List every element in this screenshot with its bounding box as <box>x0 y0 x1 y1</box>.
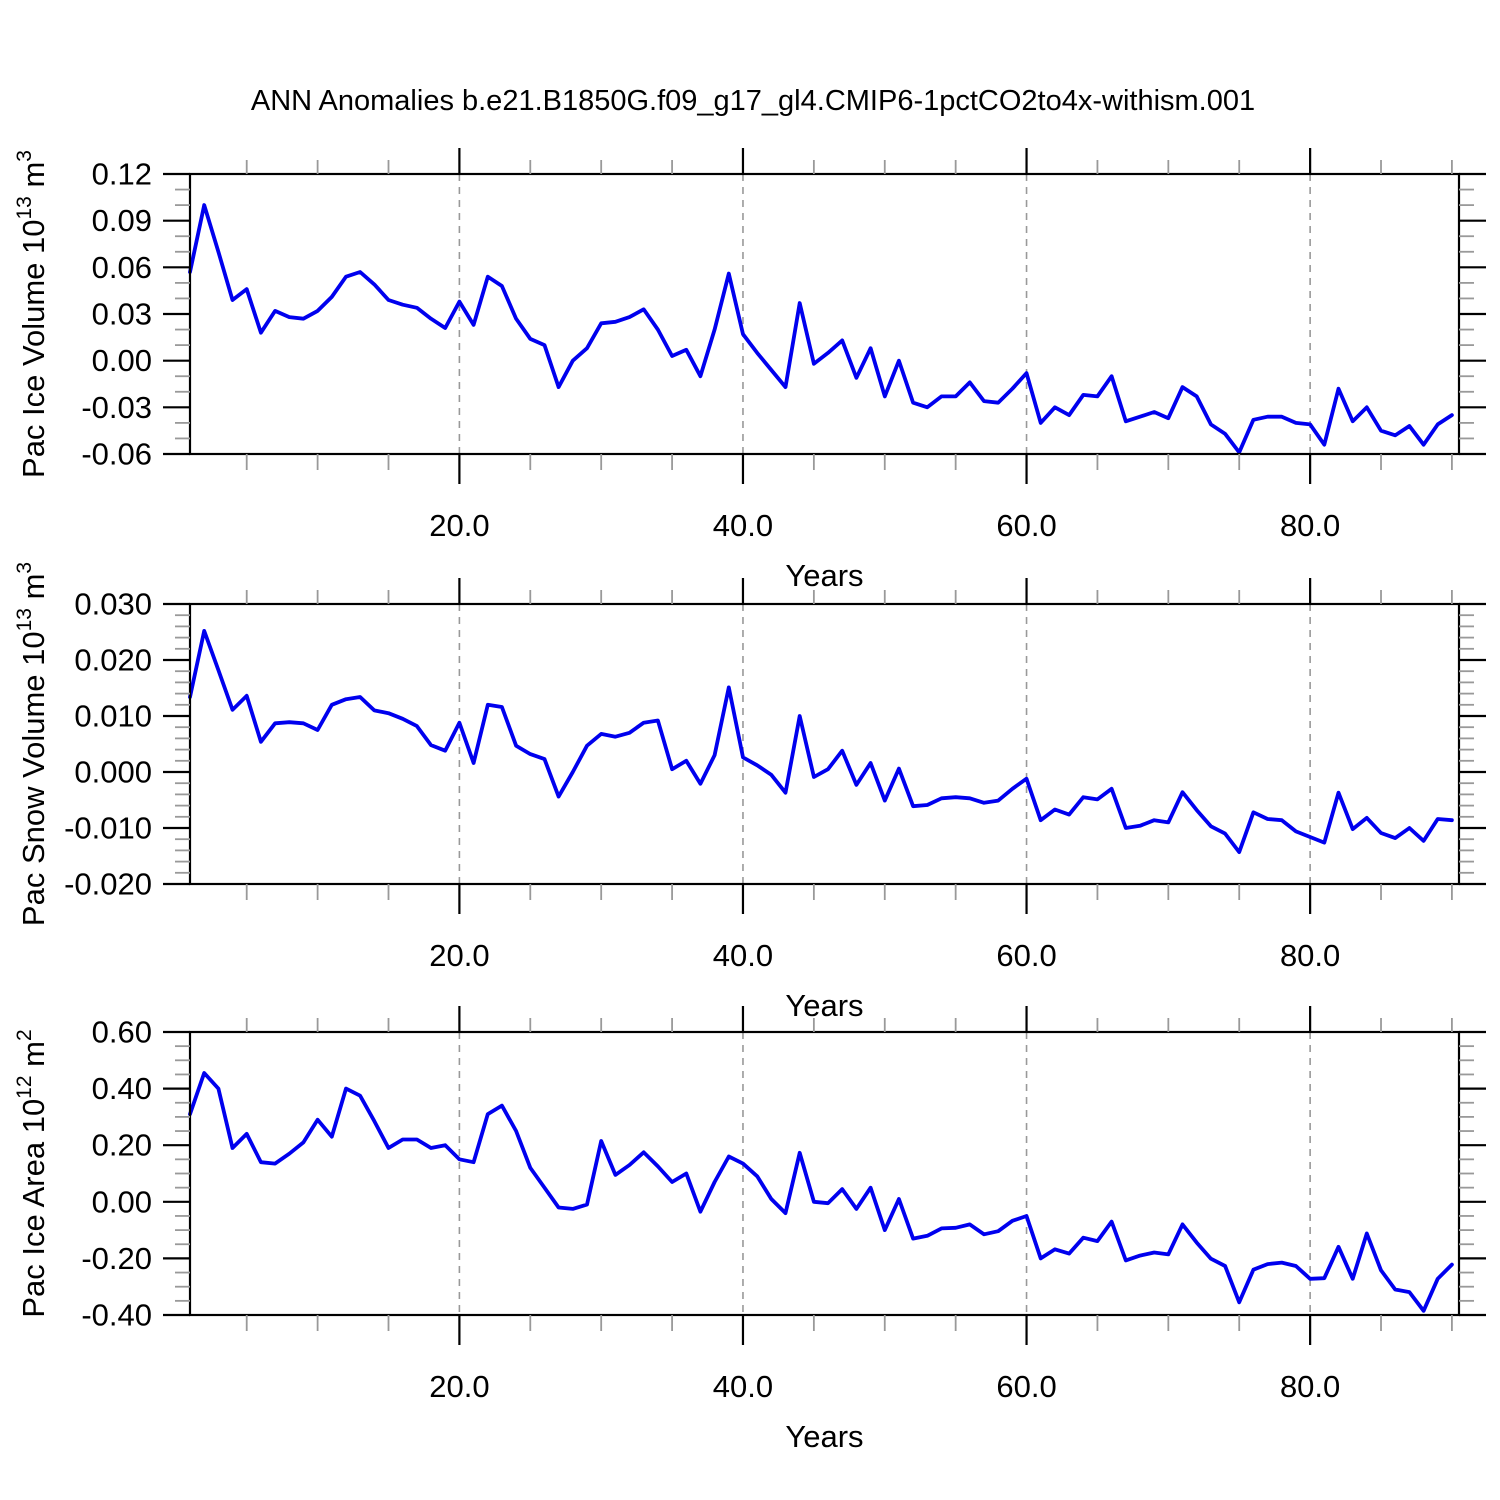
x-tick-label: 80.0 <box>1280 508 1340 543</box>
y-tick-label: -0.40 <box>81 1298 152 1333</box>
x-tick-label: 20.0 <box>429 938 489 973</box>
y-tick-label: -0.20 <box>81 1241 152 1276</box>
x-tick-label: 60.0 <box>996 508 1056 543</box>
x-axis-title: Years <box>785 558 863 593</box>
y-axis-title: Pac Ice Area 1012 m2 <box>13 1029 51 1317</box>
x-tick-label: 60.0 <box>996 938 1056 973</box>
x-axis-title: Years <box>785 1419 863 1454</box>
x-tick-label: 20.0 <box>429 1369 489 1404</box>
y-tick-label: 0.00 <box>92 343 152 378</box>
y-tick-label: -0.020 <box>64 867 152 902</box>
panels-group: 20.0 40.0 60.0 80.0 0.12 0.09 0.06 0.03 0.00 -0.0… <box>13 148 1486 1454</box>
y-tick-label: 0.12 <box>92 157 152 192</box>
y-tick-label: 0.06 <box>92 250 152 285</box>
chart-title: ANN Anomalies b.e21.B1850G.f09_g17_gl4.C… <box>251 85 1255 117</box>
y-tick-label: 0.00 <box>92 1184 152 1219</box>
panel-pac-snow-volume: 20.0 40.0 60.0 80.0 0.030 0.020 0.010 0.000 -0.0… <box>13 562 1486 1023</box>
y-tick-label: -0.03 <box>81 390 152 425</box>
x-tick-label: 40.0 <box>713 508 773 543</box>
y-tick-label: -0.06 <box>81 437 152 472</box>
y-axis-title: Pac Ice Volume 1013 m3 <box>13 150 51 478</box>
y-tick-label: 0.60 <box>92 1015 152 1050</box>
y-tick-label: -0.010 <box>64 811 152 846</box>
y-tick-label: 0.010 <box>74 699 152 734</box>
series-line-pac-ice-area <box>188 1071 1454 1313</box>
x-tick-label: 60.0 <box>996 1369 1056 1404</box>
x-tick-label: 80.0 <box>1280 1369 1340 1404</box>
y-tick-label: 0.40 <box>92 1071 152 1106</box>
x-tick-label: 40.0 <box>713 1369 773 1404</box>
panel-border <box>188 172 1461 456</box>
series-line-pac-snow-volume <box>188 629 1454 854</box>
y-tick-label: 0.09 <box>92 203 152 238</box>
panel-border <box>188 1030 1461 1317</box>
x-axis-title: Years <box>785 988 863 1023</box>
panel-border <box>188 602 1461 886</box>
x-tick-label: 20.0 <box>429 508 489 543</box>
panel-pac-ice-area: 20.0 40.0 60.0 80.0 0.60 0.40 0.20 0.00 -0.20 -0.… <box>13 1006 1486 1454</box>
y-tick-label: 0.030 <box>74 587 152 622</box>
y-axis-title: Pac Snow Volume 1013 m3 <box>13 562 51 926</box>
series-line-pac-ice-volume <box>188 203 1454 455</box>
y-tick-label: 0.20 <box>92 1128 152 1163</box>
y-tick-label: 0.020 <box>74 643 152 678</box>
panel-pac-ice-volume: 20.0 40.0 60.0 80.0 0.12 0.09 0.06 0.03 0.00 -0.0… <box>13 148 1486 593</box>
y-tick-label: 0.03 <box>92 297 152 332</box>
x-tick-label: 80.0 <box>1280 938 1340 973</box>
x-tick-label: 40.0 <box>713 938 773 973</box>
y-tick-label: 0.000 <box>74 755 152 790</box>
